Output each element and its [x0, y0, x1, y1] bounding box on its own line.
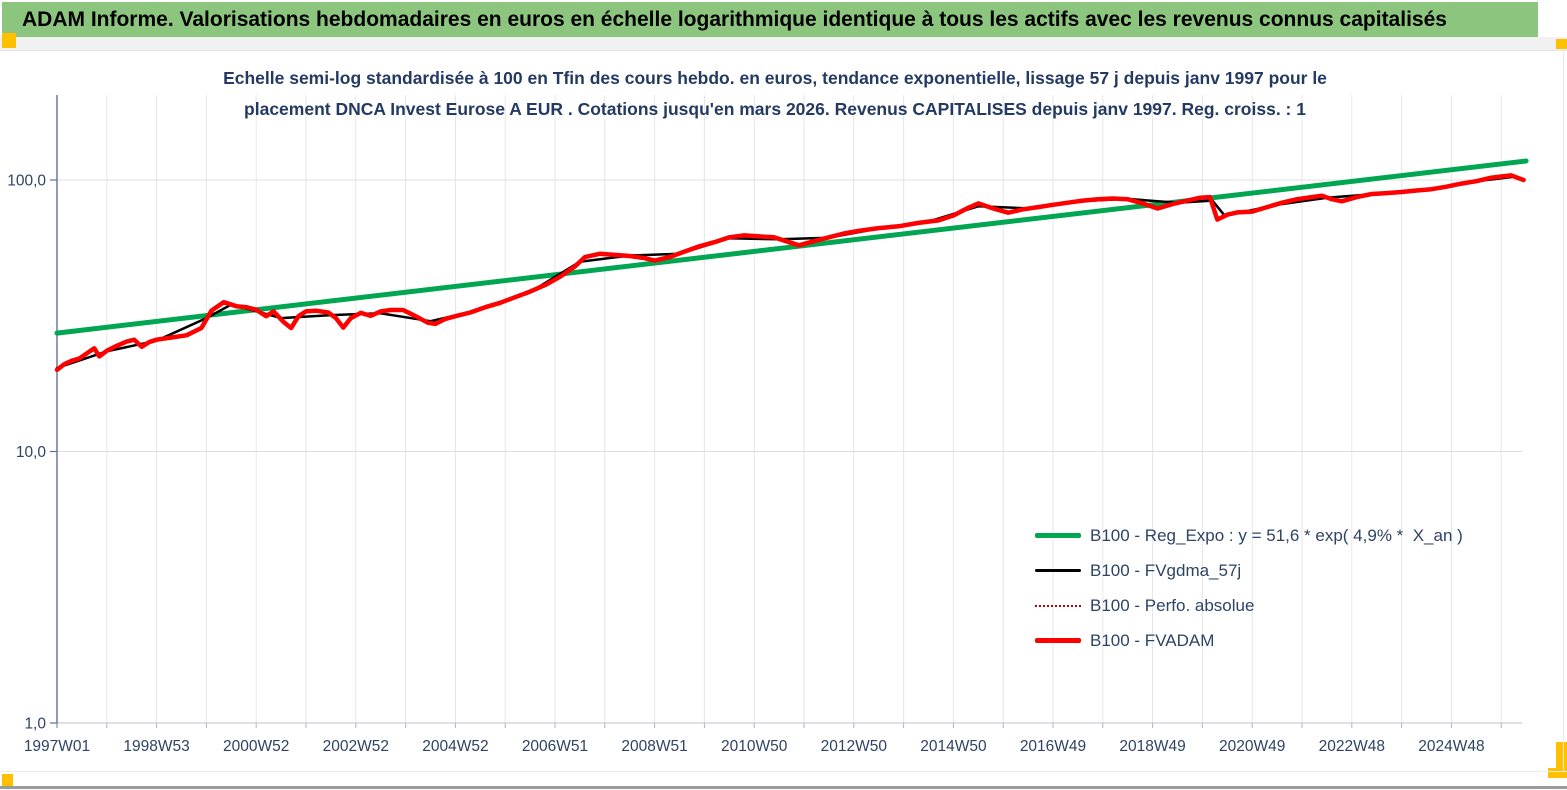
- x-axis-label: 1997W01: [24, 738, 90, 755]
- legend-label: B100 - Reg_Expo : y = 51,6 * exp( 4,9% *…: [1090, 525, 1463, 545]
- x-axis-label: 2000W52: [223, 738, 289, 755]
- series-line: [56, 174, 1525, 371]
- x-axis-label: 2016W49: [1020, 738, 1086, 755]
- y-axis-label: 100,0: [7, 173, 46, 190]
- legend-item: B100 - FVgdma_57j: [1035, 553, 1463, 588]
- x-axis-label: 2008W51: [621, 738, 687, 755]
- legend-item: B100 - FVADAM: [1035, 623, 1463, 658]
- x-axis-label: 2006W51: [522, 738, 588, 755]
- legend-swatch: [1035, 638, 1081, 643]
- legend-item: B100 - Reg_Expo : y = 51,6 * exp( 4,9% *…: [1035, 518, 1463, 553]
- chart-title-line1: Echelle semi-log standardisée à 100 en T…: [223, 68, 1327, 88]
- bottom-border-line: [0, 786, 1567, 789]
- column-border-line: [1563, 50, 1564, 772]
- selection-handle-bottom-left[interactable]: [2, 774, 13, 787]
- chart-legend: B100 - Reg_Expo : y = 51,6 * exp( 4,9% *…: [1035, 518, 1463, 658]
- legend-label: B100 - Perfo. absolue: [1090, 595, 1255, 615]
- chart-title: Echelle semi-log standardisée à 100 en T…: [0, 63, 1550, 125]
- legend-swatch: [1035, 569, 1081, 572]
- legend-swatch: [1035, 604, 1081, 607]
- series-line: [54, 173, 1526, 373]
- x-axis-label: 1998W53: [123, 738, 189, 755]
- x-axis-label: 2004W52: [422, 738, 488, 755]
- x-axis-label: 2002W52: [323, 738, 389, 755]
- x-axis-label: 2022W48: [1319, 738, 1385, 755]
- x-axis-label: 2018W49: [1119, 738, 1185, 755]
- selection-handle-bottom-right[interactable]: [1556, 742, 1567, 776]
- x-axis-label: 2020W49: [1219, 738, 1285, 755]
- selection-handle-bottom-right[interactable]: [1548, 768, 1567, 778]
- row-strip: [0, 37, 1567, 51]
- legend-swatch: [1035, 533, 1081, 538]
- x-axis-label: 2012W50: [821, 738, 888, 755]
- y-axis-label: 1,0: [24, 716, 46, 733]
- sheet-title-bar: ADAM Informe. Valorisations hebdomadaire…: [2, 2, 1538, 37]
- x-axis-label: 2024W48: [1418, 738, 1484, 755]
- y-axis-label: 10,0: [16, 444, 47, 461]
- selection-handle-top-left[interactable]: [2, 33, 16, 48]
- legend-label: B100 - FVADAM: [1090, 630, 1215, 650]
- series-line: [54, 158, 1529, 336]
- bottom-hairline: [0, 771, 1567, 772]
- legend-item: B100 - Perfo. absolue: [1035, 588, 1463, 623]
- chart-title-line2: placement DNCA Invest Eurose A EUR . Cot…: [244, 99, 1306, 119]
- x-axis-label: 2014W50: [920, 738, 987, 755]
- selection-handle-top-right[interactable]: [1556, 39, 1567, 49]
- series-line: [55, 175, 1525, 370]
- x-axis-label: 2010W50: [721, 738, 788, 755]
- legend-label: B100 - FVgdma_57j: [1090, 560, 1242, 580]
